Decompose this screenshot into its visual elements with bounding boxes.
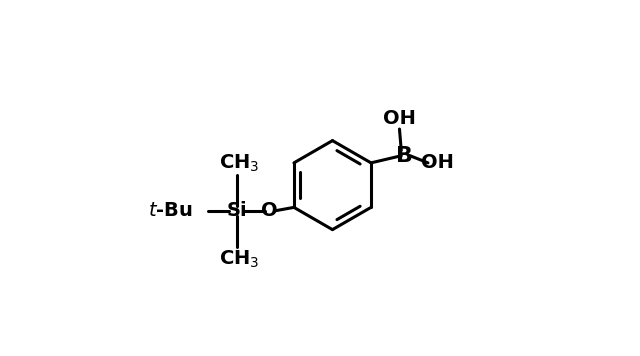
Text: OH: OH (383, 109, 416, 128)
Text: OH: OH (422, 153, 454, 172)
Text: Si: Si (227, 201, 247, 220)
Text: CH$_3$: CH$_3$ (218, 248, 259, 269)
Text: O: O (260, 201, 277, 220)
Text: CH$_3$: CH$_3$ (218, 152, 259, 173)
Text: B: B (396, 146, 413, 166)
Text: $t$-Bu: $t$-Bu (148, 201, 193, 220)
